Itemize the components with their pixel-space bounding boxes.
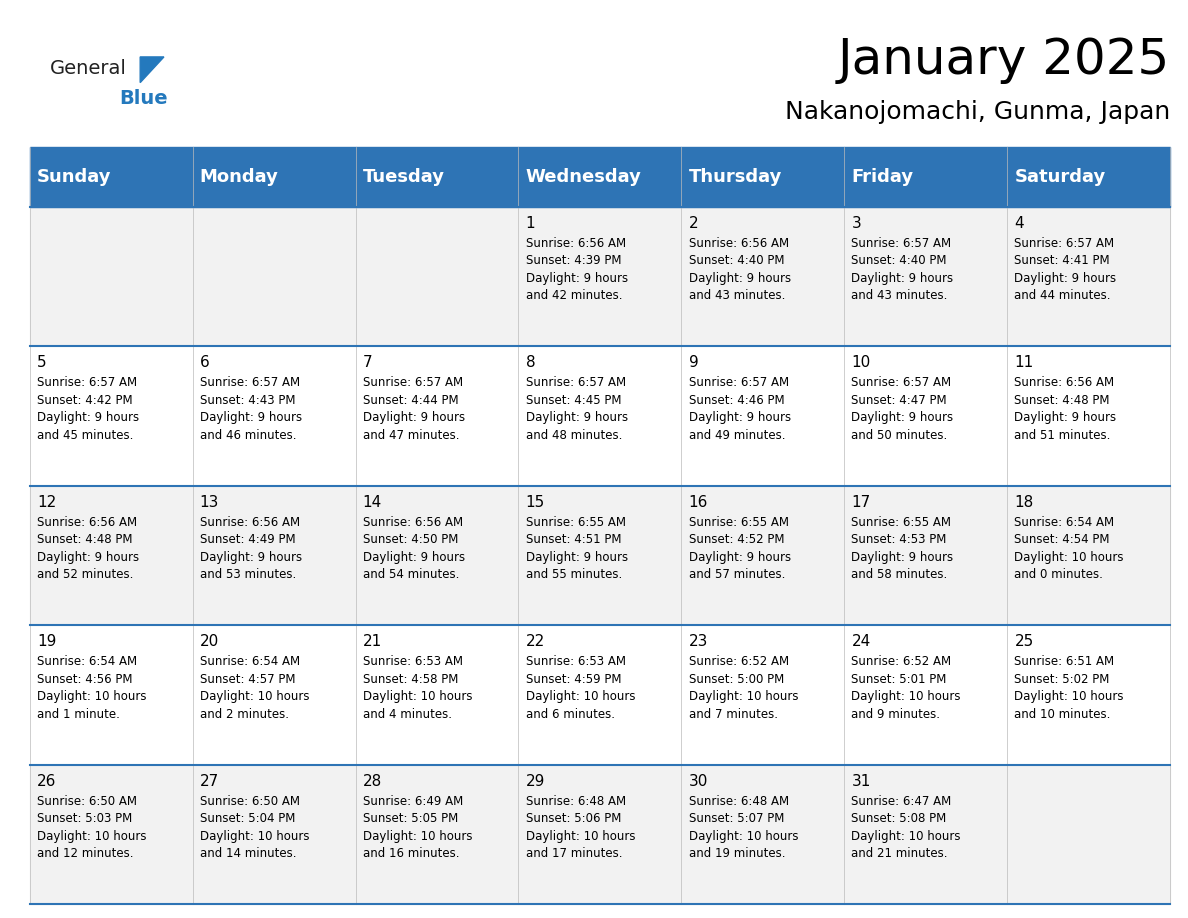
Text: 2: 2 xyxy=(689,216,699,230)
Text: 18: 18 xyxy=(1015,495,1034,509)
Text: 10: 10 xyxy=(852,355,871,370)
Text: Sunrise: 6:49 AM
Sunset: 5:05 PM
Daylight: 10 hours
and 16 minutes.: Sunrise: 6:49 AM Sunset: 5:05 PM Dayligh… xyxy=(362,795,472,860)
Text: 24: 24 xyxy=(852,634,871,649)
Text: 4: 4 xyxy=(1015,216,1024,230)
Text: Saturday: Saturday xyxy=(1015,168,1106,185)
Text: Sunrise: 6:54 AM
Sunset: 4:57 PM
Daylight: 10 hours
and 2 minutes.: Sunrise: 6:54 AM Sunset: 4:57 PM Dayligh… xyxy=(200,655,309,721)
Text: Sunrise: 6:47 AM
Sunset: 5:08 PM
Daylight: 10 hours
and 21 minutes.: Sunrise: 6:47 AM Sunset: 5:08 PM Dayligh… xyxy=(852,795,961,860)
Text: Sunrise: 6:57 AM
Sunset: 4:41 PM
Daylight: 9 hours
and 44 minutes.: Sunrise: 6:57 AM Sunset: 4:41 PM Dayligh… xyxy=(1015,237,1117,302)
Text: January 2025: January 2025 xyxy=(838,36,1170,84)
Text: 17: 17 xyxy=(852,495,871,509)
Text: Sunrise: 6:55 AM
Sunset: 4:51 PM
Daylight: 9 hours
and 55 minutes.: Sunrise: 6:55 AM Sunset: 4:51 PM Dayligh… xyxy=(525,516,627,581)
Text: Friday: Friday xyxy=(852,168,914,185)
Text: Monday: Monday xyxy=(200,168,279,185)
Text: 22: 22 xyxy=(525,634,545,649)
Text: Blue: Blue xyxy=(119,89,168,107)
Text: Sunrise: 6:56 AM
Sunset: 4:49 PM
Daylight: 9 hours
and 53 minutes.: Sunrise: 6:56 AM Sunset: 4:49 PM Dayligh… xyxy=(200,516,302,581)
Text: Sunrise: 6:50 AM
Sunset: 5:04 PM
Daylight: 10 hours
and 14 minutes.: Sunrise: 6:50 AM Sunset: 5:04 PM Dayligh… xyxy=(200,795,309,860)
Text: Sunrise: 6:57 AM
Sunset: 4:47 PM
Daylight: 9 hours
and 50 minutes.: Sunrise: 6:57 AM Sunset: 4:47 PM Dayligh… xyxy=(852,376,954,442)
Text: Wednesday: Wednesday xyxy=(525,168,642,185)
Text: Sunrise: 6:56 AM
Sunset: 4:48 PM
Daylight: 9 hours
and 52 minutes.: Sunrise: 6:56 AM Sunset: 4:48 PM Dayligh… xyxy=(37,516,139,581)
Text: Sunday: Sunday xyxy=(37,168,112,185)
Text: Sunrise: 6:53 AM
Sunset: 4:58 PM
Daylight: 10 hours
and 4 minutes.: Sunrise: 6:53 AM Sunset: 4:58 PM Dayligh… xyxy=(362,655,472,721)
Text: 20: 20 xyxy=(200,634,219,649)
Text: Sunrise: 6:56 AM
Sunset: 4:40 PM
Daylight: 9 hours
and 43 minutes.: Sunrise: 6:56 AM Sunset: 4:40 PM Dayligh… xyxy=(689,237,791,302)
Text: Sunrise: 6:50 AM
Sunset: 5:03 PM
Daylight: 10 hours
and 12 minutes.: Sunrise: 6:50 AM Sunset: 5:03 PM Dayligh… xyxy=(37,795,146,860)
Text: Sunrise: 6:56 AM
Sunset: 4:39 PM
Daylight: 9 hours
and 42 minutes.: Sunrise: 6:56 AM Sunset: 4:39 PM Dayligh… xyxy=(525,237,627,302)
Text: Sunrise: 6:54 AM
Sunset: 4:54 PM
Daylight: 10 hours
and 0 minutes.: Sunrise: 6:54 AM Sunset: 4:54 PM Dayligh… xyxy=(1015,516,1124,581)
Text: 13: 13 xyxy=(200,495,219,509)
Text: 12: 12 xyxy=(37,495,56,509)
Text: Thursday: Thursday xyxy=(689,168,782,185)
Text: Sunrise: 6:52 AM
Sunset: 5:00 PM
Daylight: 10 hours
and 7 minutes.: Sunrise: 6:52 AM Sunset: 5:00 PM Dayligh… xyxy=(689,655,798,721)
Text: 9: 9 xyxy=(689,355,699,370)
Text: Nakanojomachi, Gunma, Japan: Nakanojomachi, Gunma, Japan xyxy=(785,100,1170,124)
Text: 6: 6 xyxy=(200,355,209,370)
Text: Sunrise: 6:52 AM
Sunset: 5:01 PM
Daylight: 10 hours
and 9 minutes.: Sunrise: 6:52 AM Sunset: 5:01 PM Dayligh… xyxy=(852,655,961,721)
Text: Sunrise: 6:57 AM
Sunset: 4:42 PM
Daylight: 9 hours
and 45 minutes.: Sunrise: 6:57 AM Sunset: 4:42 PM Dayligh… xyxy=(37,376,139,442)
Text: Sunrise: 6:48 AM
Sunset: 5:07 PM
Daylight: 10 hours
and 19 minutes.: Sunrise: 6:48 AM Sunset: 5:07 PM Dayligh… xyxy=(689,795,798,860)
Text: 21: 21 xyxy=(362,634,381,649)
Text: 3: 3 xyxy=(852,216,861,230)
Text: 7: 7 xyxy=(362,355,372,370)
Text: 15: 15 xyxy=(525,495,545,509)
Text: 31: 31 xyxy=(852,774,871,789)
Text: Sunrise: 6:56 AM
Sunset: 4:50 PM
Daylight: 9 hours
and 54 minutes.: Sunrise: 6:56 AM Sunset: 4:50 PM Dayligh… xyxy=(362,516,465,581)
Text: 8: 8 xyxy=(525,355,536,370)
Text: 16: 16 xyxy=(689,495,708,509)
Text: Sunrise: 6:57 AM
Sunset: 4:43 PM
Daylight: 9 hours
and 46 minutes.: Sunrise: 6:57 AM Sunset: 4:43 PM Dayligh… xyxy=(200,376,302,442)
Text: Sunrise: 6:57 AM
Sunset: 4:46 PM
Daylight: 9 hours
and 49 minutes.: Sunrise: 6:57 AM Sunset: 4:46 PM Dayligh… xyxy=(689,376,791,442)
Text: Tuesday: Tuesday xyxy=(362,168,444,185)
Text: Sunrise: 6:48 AM
Sunset: 5:06 PM
Daylight: 10 hours
and 17 minutes.: Sunrise: 6:48 AM Sunset: 5:06 PM Dayligh… xyxy=(525,795,636,860)
Text: 28: 28 xyxy=(362,774,381,789)
Text: Sunrise: 6:57 AM
Sunset: 4:44 PM
Daylight: 9 hours
and 47 minutes.: Sunrise: 6:57 AM Sunset: 4:44 PM Dayligh… xyxy=(362,376,465,442)
Text: Sunrise: 6:57 AM
Sunset: 4:45 PM
Daylight: 9 hours
and 48 minutes.: Sunrise: 6:57 AM Sunset: 4:45 PM Dayligh… xyxy=(525,376,627,442)
Text: 5: 5 xyxy=(37,355,46,370)
Text: Sunrise: 6:51 AM
Sunset: 5:02 PM
Daylight: 10 hours
and 10 minutes.: Sunrise: 6:51 AM Sunset: 5:02 PM Dayligh… xyxy=(1015,655,1124,721)
Text: 14: 14 xyxy=(362,495,381,509)
Text: Sunrise: 6:57 AM
Sunset: 4:40 PM
Daylight: 9 hours
and 43 minutes.: Sunrise: 6:57 AM Sunset: 4:40 PM Dayligh… xyxy=(852,237,954,302)
Text: 29: 29 xyxy=(525,774,545,789)
Text: 27: 27 xyxy=(200,774,219,789)
Text: 23: 23 xyxy=(689,634,708,649)
Text: 25: 25 xyxy=(1015,634,1034,649)
Text: Sunrise: 6:55 AM
Sunset: 4:52 PM
Daylight: 9 hours
and 57 minutes.: Sunrise: 6:55 AM Sunset: 4:52 PM Dayligh… xyxy=(689,516,791,581)
Text: 30: 30 xyxy=(689,774,708,789)
Text: 26: 26 xyxy=(37,774,56,789)
Text: 19: 19 xyxy=(37,634,56,649)
Text: Sunrise: 6:53 AM
Sunset: 4:59 PM
Daylight: 10 hours
and 6 minutes.: Sunrise: 6:53 AM Sunset: 4:59 PM Dayligh… xyxy=(525,655,636,721)
Text: Sunrise: 6:56 AM
Sunset: 4:48 PM
Daylight: 9 hours
and 51 minutes.: Sunrise: 6:56 AM Sunset: 4:48 PM Dayligh… xyxy=(1015,376,1117,442)
Text: 11: 11 xyxy=(1015,355,1034,370)
Text: General: General xyxy=(50,60,127,78)
Text: 1: 1 xyxy=(525,216,536,230)
Text: Sunrise: 6:55 AM
Sunset: 4:53 PM
Daylight: 9 hours
and 58 minutes.: Sunrise: 6:55 AM Sunset: 4:53 PM Dayligh… xyxy=(852,516,954,581)
Text: Sunrise: 6:54 AM
Sunset: 4:56 PM
Daylight: 10 hours
and 1 minute.: Sunrise: 6:54 AM Sunset: 4:56 PM Dayligh… xyxy=(37,655,146,721)
